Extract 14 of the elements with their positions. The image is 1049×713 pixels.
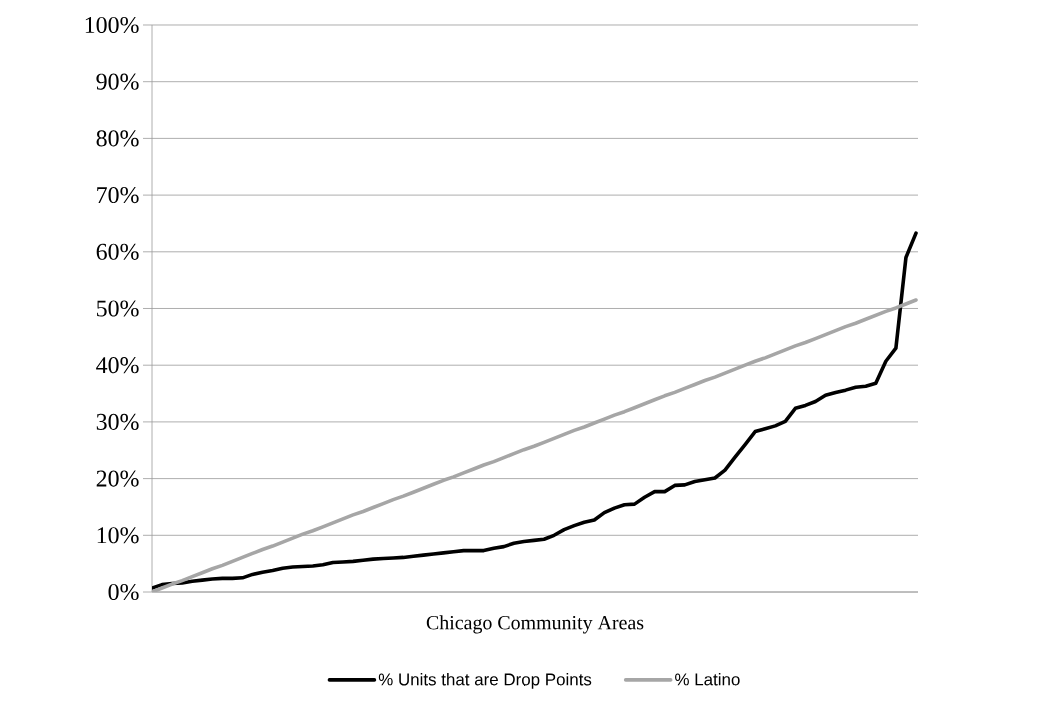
- y-tick-label: 80%: [96, 130, 139, 147]
- legend-label: % Units that are Drop Points: [378, 673, 592, 689]
- x-axis-title: Chicago Community Areas: [426, 615, 644, 634]
- y-tick-label: 0%: [108, 583, 139, 601]
- y-tick-label: 40%: [96, 357, 139, 374]
- y-tick-label: 10%: [97, 527, 139, 544]
- y-tick-label: 20%: [96, 470, 139, 487]
- y-tick-label: 60%: [96, 243, 139, 260]
- y-tick-label: 30%: [96, 413, 139, 430]
- legend-label: % Latino: [675, 673, 740, 686]
- y-tick-label: 90%: [96, 73, 139, 90]
- y-tick-label: 70%: [97, 186, 139, 204]
- y-tick-label: 50%: [97, 300, 139, 317]
- y-tick-label: 100%: [85, 16, 139, 34]
